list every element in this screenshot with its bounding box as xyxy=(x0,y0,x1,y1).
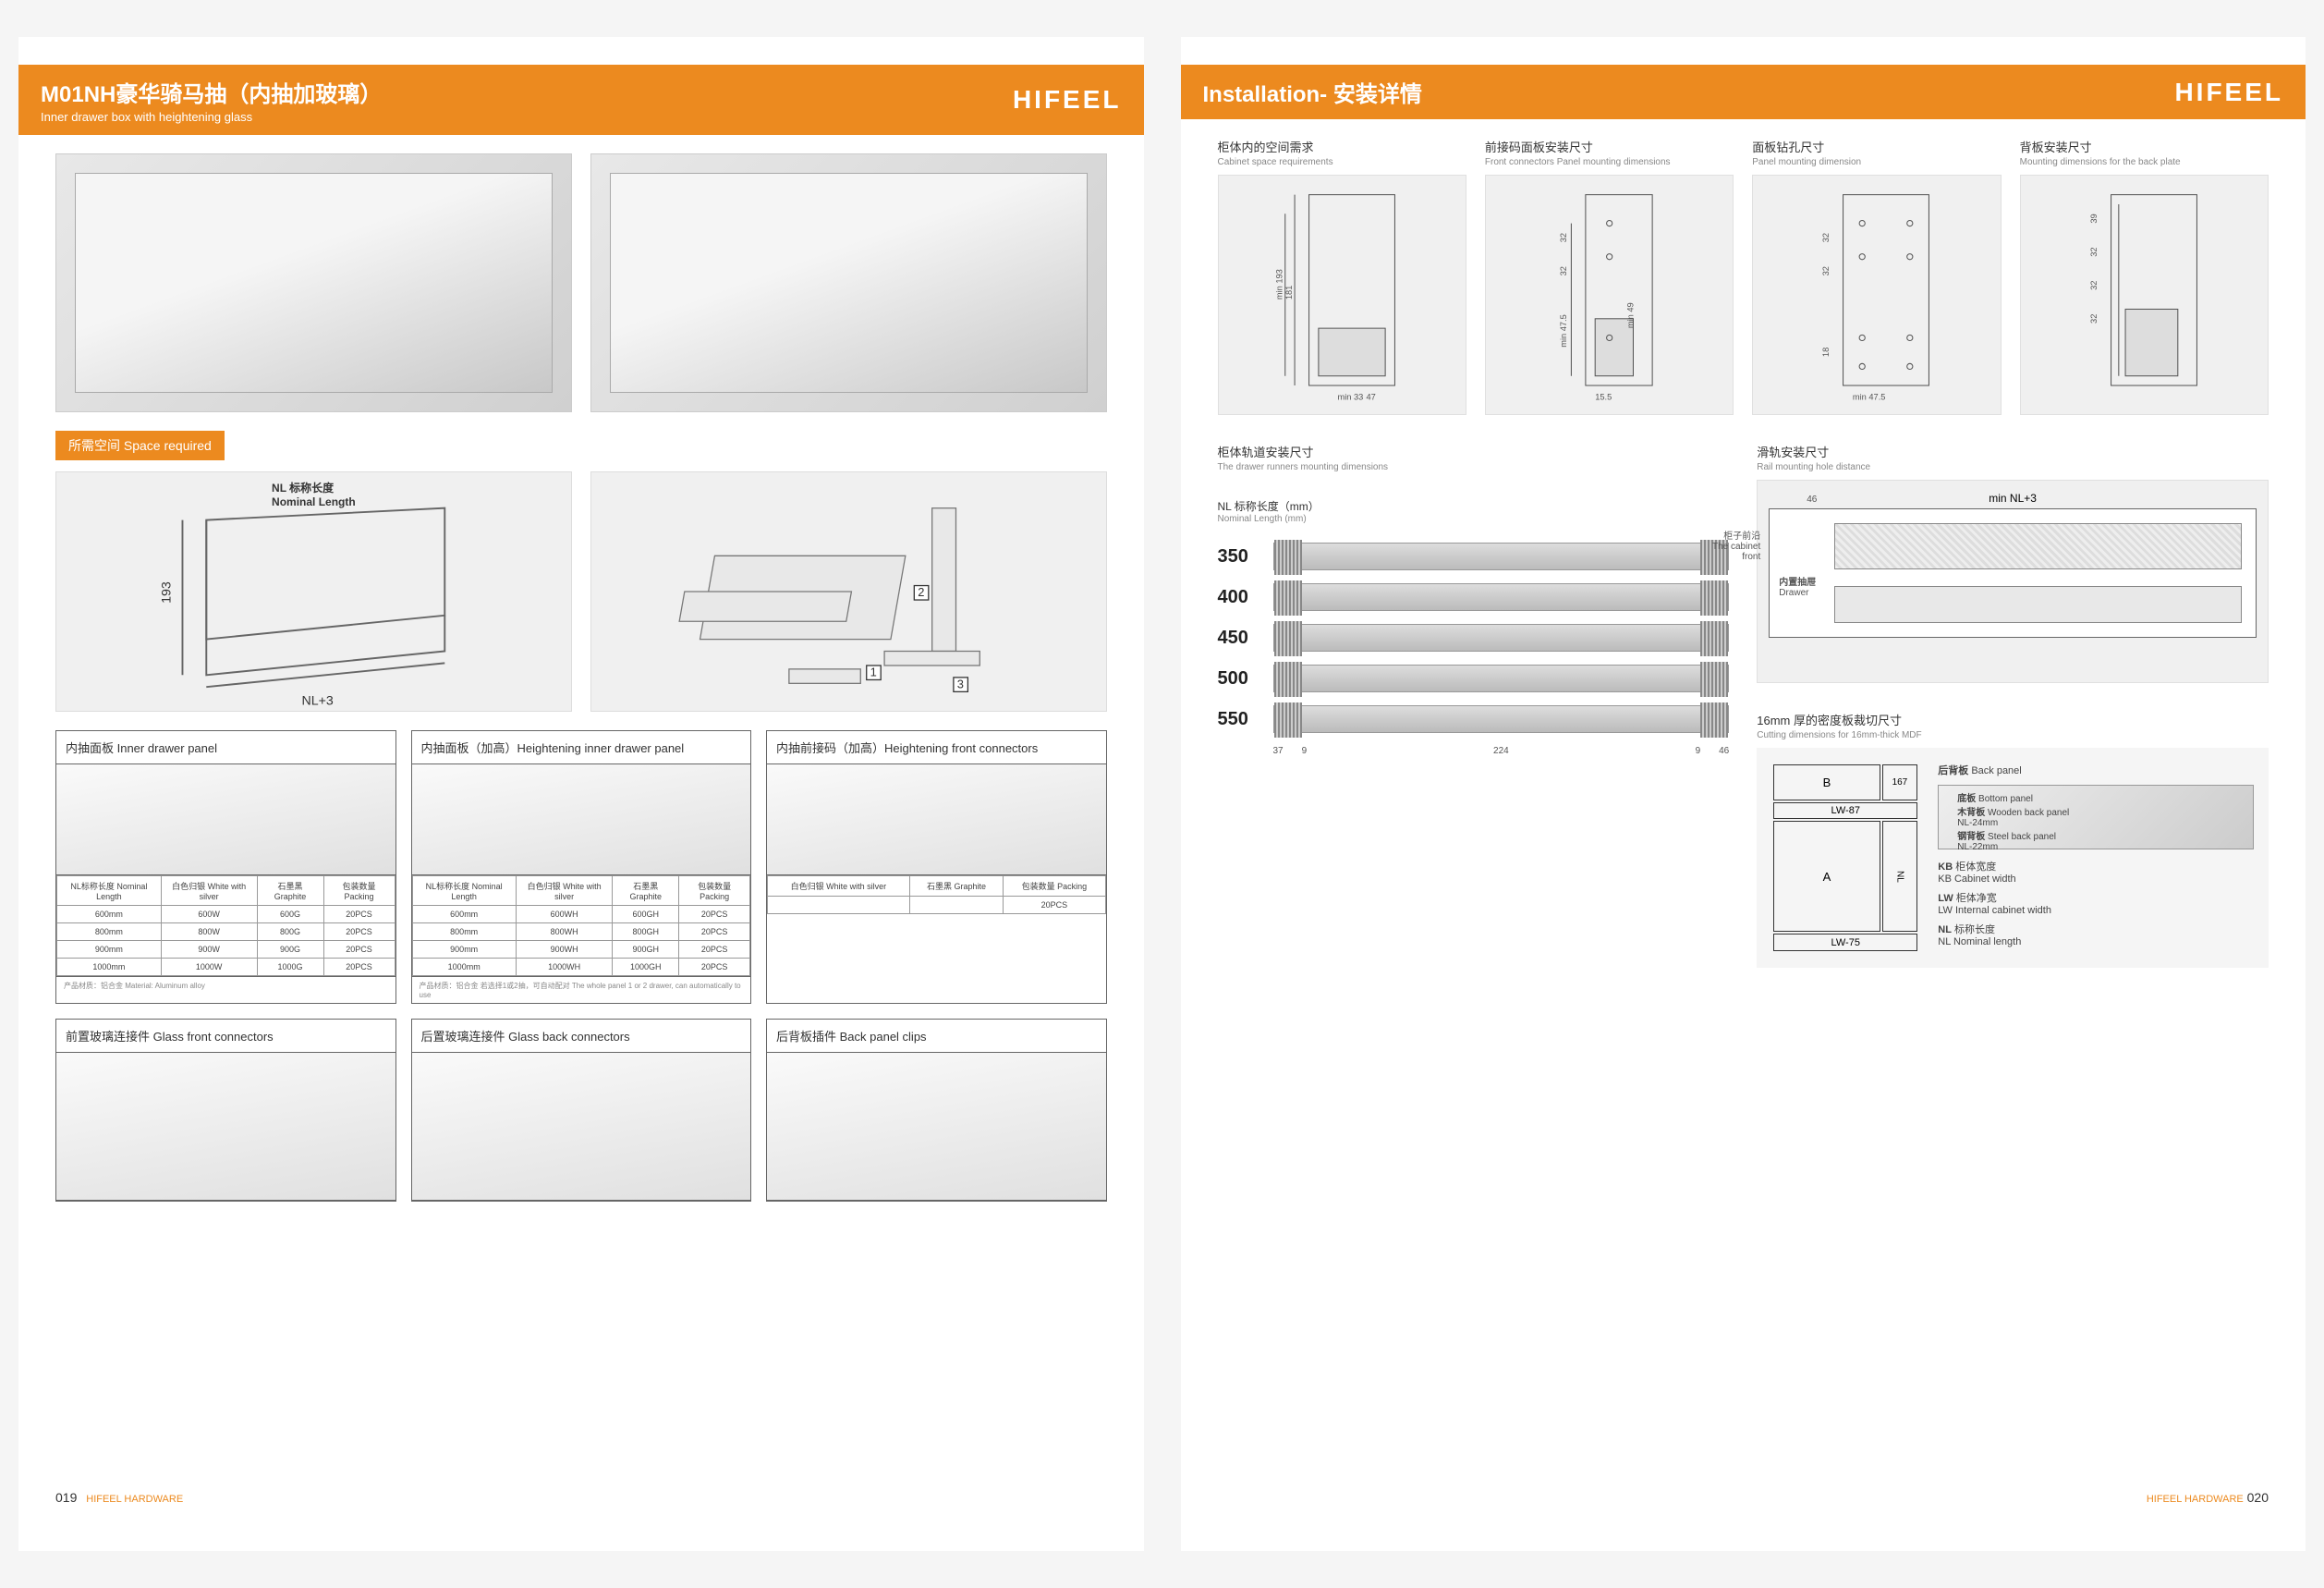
title-code: M01NH豪华骑马抽（内抽加玻璃） xyxy=(41,82,382,107)
front-conn-cell: 前接码面板安装尺寸 Front connectors Panel mountin… xyxy=(1485,138,1734,415)
svg-text:18: 18 xyxy=(1821,348,1831,357)
space-label: 所需空间 Space required xyxy=(55,431,225,460)
svg-text:min 33: min 33 xyxy=(1337,393,1363,402)
svg-text:min 193: min 193 xyxy=(1274,269,1284,299)
left-header: M01NH豪华骑马抽（内抽加玻璃） Inner drawer box with … xyxy=(18,65,1144,135)
svg-text:min 47.5: min 47.5 xyxy=(1853,393,1886,402)
title-en: Inner drawer box with heightening glass xyxy=(41,110,382,124)
nl-list: 350 400 450 500 550 xyxy=(1218,543,1730,733)
nl-item: 450 xyxy=(1218,624,1730,652)
cabinet-space-cell: 柜体内的空间需求 Cabinet space requirements min … xyxy=(1218,138,1466,415)
component-row-2: 前置玻璃连接件 Glass front connectors 后置玻璃连接件 G… xyxy=(55,1019,1107,1202)
svg-text:32: 32 xyxy=(1821,233,1831,242)
exploded-diagram: 1 2 3 xyxy=(590,471,1107,712)
glass-front-card: 前置玻璃连接件 Glass front connectors xyxy=(55,1019,396,1202)
svg-text:32: 32 xyxy=(1559,266,1568,275)
bottom-row: 柜体轨道安装尺寸 The drawer runners mounting dim… xyxy=(1218,443,2269,968)
svg-text:193: 193 xyxy=(160,581,175,604)
cut-legend: 后背板 Back panel 底板 Bottom panel 木背板 Woode… xyxy=(1938,763,2254,953)
photo-2 xyxy=(590,153,1107,412)
install-title: Installation- 安装详情 xyxy=(1203,76,1422,108)
left-page: M01NH豪华骑马抽（内抽加玻璃） Inner drawer box with … xyxy=(18,37,1144,1551)
svg-text:15.5: 15.5 xyxy=(1595,393,1612,402)
cut-section: 16mm 厚的密度板裁切尺寸 Cutting dimensions for 16… xyxy=(1757,711,2269,968)
rail-and-cut-section: 滑轨安装尺寸 Rail mounting hole distance min N… xyxy=(1757,443,2269,968)
nominal-length-diagram: NL 标称长度 Nominal Length 193 NL+3 xyxy=(55,471,572,712)
panel-drill-diagram: 32 32 18 min 47.5 xyxy=(1752,175,2001,415)
svg-text:3: 3 xyxy=(957,677,964,690)
svg-text:32: 32 xyxy=(2089,281,2099,290)
svg-text:39: 39 xyxy=(2089,214,2099,223)
right-page: Installation- 安装详情 HIFEEL 柜体内的空间需求 Cabin… xyxy=(1181,37,2306,1551)
panel-drill-cell: 面板钻孔尺寸 Panel mounting dimension 32 32 18… xyxy=(1752,138,2001,415)
left-page-num: 019 HIFEEL HARDWARE xyxy=(55,1490,1107,1505)
space-section: 所需空间 Space required xyxy=(55,431,1107,460)
cut-diagram: B167 LW-87 ANL LW-75 后背板 Back panel 底板 B… xyxy=(1757,748,2269,968)
svg-text:NL+3: NL+3 xyxy=(301,694,333,709)
front-conn-card: 内抽前接码（加高）Heightening front connectors 白色… xyxy=(766,730,1107,1004)
svg-text:32: 32 xyxy=(1559,233,1568,242)
back-clips-card: 后背板插件 Back panel clips xyxy=(766,1019,1107,1202)
install-grid: 柜体内的空间需求 Cabinet space requirements min … xyxy=(1218,138,2269,415)
logo-right: HIFEEL xyxy=(2174,78,2283,107)
runners-section: 柜体轨道安装尺寸 The drawer runners mounting dim… xyxy=(1218,443,1730,968)
back-plate-cell: 背板安装尺寸 Mounting dimensions for the back … xyxy=(2020,138,2269,415)
svg-text:32: 32 xyxy=(1821,266,1831,275)
nl-item: 500 xyxy=(1218,665,1730,692)
photo-1 xyxy=(55,153,572,412)
logo: HIFEEL xyxy=(1013,85,1122,115)
cabinet-space-diagram: min 193 181 min 33 47 xyxy=(1218,175,1466,415)
component-row-1: 内抽面板 Inner drawer panel NL标称长度 Nominal L… xyxy=(55,730,1107,1004)
svg-text:47: 47 xyxy=(1366,393,1375,402)
cut-table: B167 LW-87 ANL LW-75 xyxy=(1771,763,1919,953)
right-page-num: HIFEEL HARDWARE 020 xyxy=(1218,1490,2269,1505)
inner-panel-img xyxy=(56,764,395,875)
svg-text:181: 181 xyxy=(1284,286,1293,299)
front-conn-diagram: 32 32 min 47.5 15.5 min 49 xyxy=(1485,175,1734,415)
product-photos xyxy=(55,153,1107,412)
glass-back-card: 后置玻璃连接件 Glass back connectors xyxy=(411,1019,752,1202)
svg-text:32: 32 xyxy=(2089,247,2099,256)
inner-panel-card: 内抽面板 Inner drawer panel NL标称长度 Nominal L… xyxy=(55,730,396,1004)
svg-text:32: 32 xyxy=(2089,314,2099,324)
svg-text:min 49: min 49 xyxy=(1625,302,1635,328)
svg-text:2: 2 xyxy=(918,585,924,599)
height-panel-card: 内抽面板（加高）Heightening inner drawer panel N… xyxy=(411,730,752,1004)
inner-panel-title: 内抽面板 Inner drawer panel xyxy=(56,731,395,764)
nl-item: 400 xyxy=(1218,583,1730,611)
nl-item: 550 xyxy=(1218,705,1730,733)
right-header: Installation- 安装详情 HIFEEL xyxy=(1181,65,2306,119)
exploded-svg: 1 2 3 xyxy=(591,472,1106,711)
rail-diagram: min NL+3 柜子前沿 The cabinet front 46 内置抽屉 … xyxy=(1757,480,2269,683)
space-diagrams: NL 标称长度 Nominal Length 193 NL+3 xyxy=(55,471,1107,712)
svg-text:min 47.5: min 47.5 xyxy=(1559,314,1568,348)
product-title: M01NH豪华骑马抽（内抽加玻璃） Inner drawer box with … xyxy=(41,76,382,124)
inner-panel-table: NL标称长度 Nominal Length白色归银 White with sil… xyxy=(56,875,395,976)
back-plate-diagram: 39 32 32 32 xyxy=(2020,175,2269,415)
nl-item: 350 xyxy=(1218,543,1730,570)
svg-text:1: 1 xyxy=(870,666,876,679)
